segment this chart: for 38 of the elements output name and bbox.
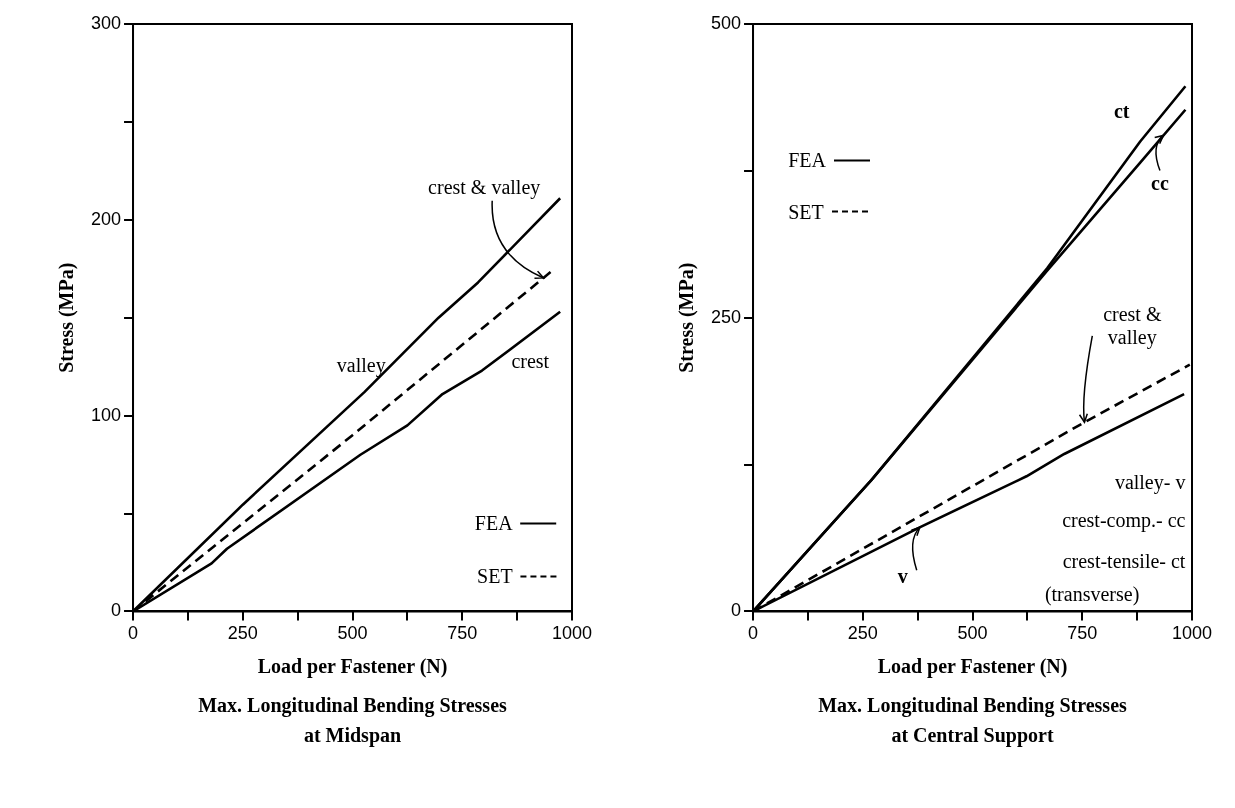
text: crest & valley (428, 175, 541, 199)
y-tick-label: 0 (111, 600, 122, 621)
x-tick-label: 250 (847, 623, 878, 644)
x-axis-title: Load per Fastener (N) (257, 655, 448, 679)
text: Max. Longitudinal Bending Stresses at Midspan (197, 693, 508, 749)
annotation: SET (788, 200, 824, 224)
x-tick-label: 250 (227, 623, 258, 644)
x-tick-label: 1000 (1171, 623, 1213, 644)
x-tick-label: 500 (957, 623, 988, 644)
text: Max. Longitudinal Bending Stresses at Central Support (817, 693, 1128, 749)
y-axis-title: Stress (MPa) (55, 262, 79, 373)
series-label: crest (511, 349, 550, 373)
x-tick-label: 750 (447, 623, 478, 644)
series-label: valley (336, 353, 386, 377)
annotation: crest-tensile- ct (1062, 549, 1186, 573)
y-tick-label: 300 (90, 12, 122, 33)
y-tick-label: 500 (710, 12, 742, 33)
series-label: crest & valley (1102, 302, 1163, 349)
annotation: valley- v (1114, 470, 1186, 494)
annotation: (transverse) (1044, 582, 1140, 606)
legend-label: cc (1151, 171, 1169, 195)
annotation: crest-comp.- cc (1062, 508, 1186, 532)
x-tick-label: 1000 (551, 623, 593, 644)
y-tick-label: 200 (90, 208, 122, 229)
x-tick-label: 500 (337, 623, 368, 644)
legend-label: v (897, 564, 908, 588)
annotation: FEA (474, 511, 513, 535)
annotation: SET (477, 564, 513, 588)
x-tick-label: 0 (128, 623, 139, 644)
y-tick-label: 250 (710, 306, 742, 327)
x-tick-label: 750 (1067, 623, 1098, 644)
x-axis-title: Load per Fastener (N) (877, 655, 1068, 679)
annotation: FEA (788, 148, 826, 172)
y-tick-label: 0 (731, 600, 742, 621)
y-tick-label: 100 (90, 404, 122, 425)
series-label: ct (1113, 99, 1130, 123)
x-tick-label: 0 (748, 623, 759, 644)
y-axis-title: Stress (MPa) (675, 262, 699, 373)
